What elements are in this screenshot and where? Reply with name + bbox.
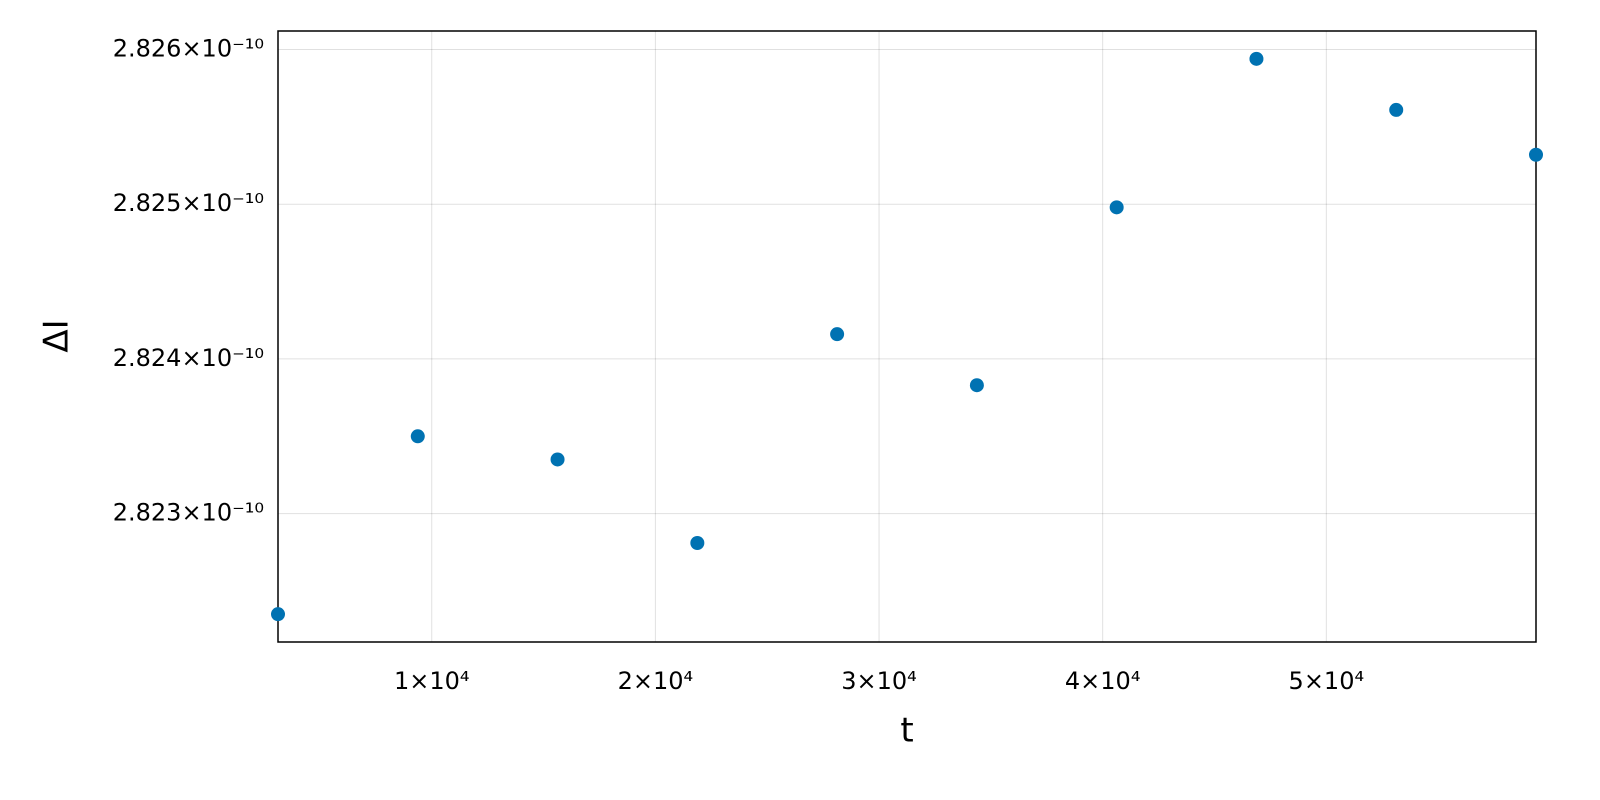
y-tick-label: 2.826×10⁻¹⁰ [113,35,264,63]
data-point [969,378,984,393]
data-point [1249,51,1264,66]
data-point [1389,102,1404,117]
data-point [830,327,845,342]
data-point [1109,200,1124,215]
data-point [690,536,705,551]
data-point [410,429,425,444]
data-point [1529,147,1543,162]
x-axis-label: t [900,711,913,751]
x-tick-label: 1×10⁴ [394,667,470,695]
y-axis-label: ΔI [37,319,77,352]
x-tick-label: 5×10⁴ [1289,667,1365,695]
x-tick-label: 4×10⁴ [1065,667,1141,695]
plot-frame [277,30,1537,643]
x-tick-label: 3×10⁴ [841,667,917,695]
y-tick-label: 2.824×10⁻¹⁰ [113,344,264,372]
data-point [271,607,285,622]
x-tick-label: 2×10⁴ [618,667,694,695]
y-tick-label: 2.823×10⁻¹⁰ [113,499,264,527]
y-tick-label: 2.825×10⁻¹⁰ [113,189,264,217]
data-point [550,452,565,467]
